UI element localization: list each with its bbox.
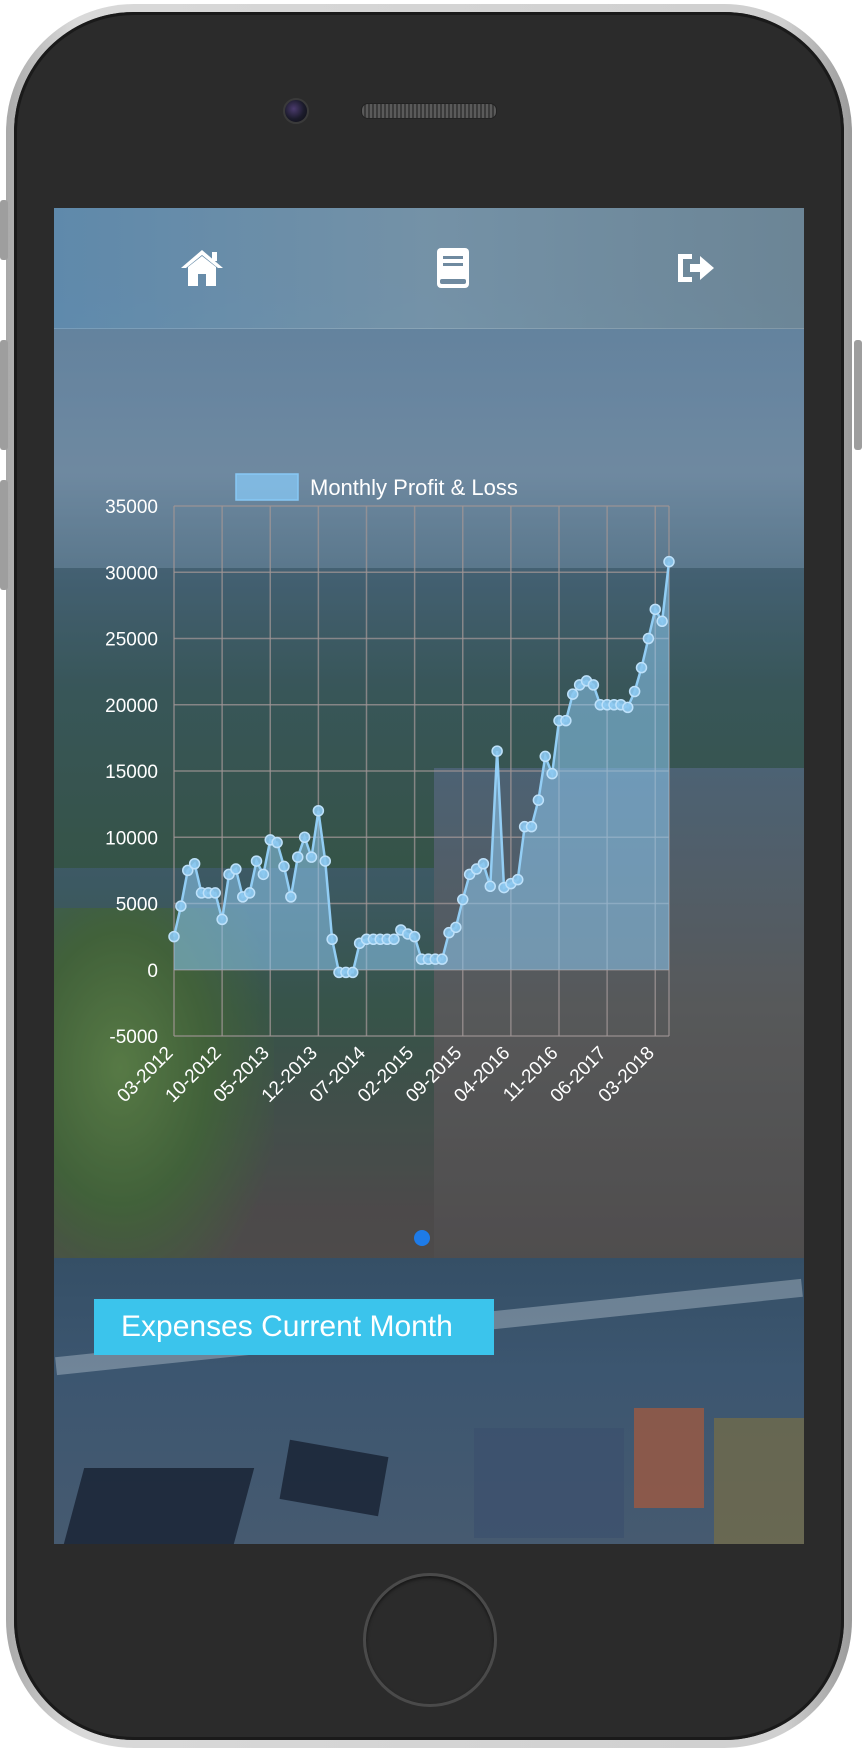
data-point [560, 714, 572, 727]
data-point [408, 930, 421, 943]
data-point [532, 794, 545, 806]
data-point [656, 615, 668, 628]
data-point [642, 632, 655, 645]
background-palm [54, 908, 274, 1308]
y-tick-label: 0 [147, 961, 158, 982]
power-button [854, 340, 862, 450]
data-point [635, 661, 648, 674]
mosaic-tile [63, 1468, 255, 1544]
data-point [450, 921, 462, 934]
data-point [512, 873, 524, 886]
data-point [175, 900, 187, 912]
data-point [285, 891, 297, 903]
data-point [278, 860, 290, 873]
y-tick-label: 5000 [116, 895, 158, 916]
data-point [484, 880, 496, 893]
data-point [243, 887, 256, 899]
data-point [292, 851, 304, 863]
mosaic-tile [279, 1439, 389, 1517]
data-point [457, 893, 469, 906]
data-point [168, 930, 180, 943]
y-tick-label: 35000 [105, 497, 158, 518]
data-point [319, 855, 331, 867]
legend-swatch [235, 473, 299, 501]
volume-up-button [0, 340, 8, 450]
data-point [257, 868, 270, 881]
dark-overlay [54, 208, 804, 1258]
y-tick-label: 25000 [105, 630, 158, 651]
data-point [271, 836, 283, 849]
data-point [388, 933, 400, 946]
data-point [298, 831, 311, 843]
data-point [188, 858, 201, 870]
data-point [587, 679, 600, 691]
data-point [649, 603, 661, 616]
y-tick-label: 30000 [105, 563, 158, 584]
book-icon[interactable] [429, 244, 477, 292]
data-point [628, 685, 641, 698]
data-point [305, 851, 318, 863]
data-point [312, 805, 325, 817]
home-icon[interactable] [178, 244, 226, 292]
y-tick-label: -5000 [109, 1027, 158, 1048]
y-tick-label: 15000 [105, 762, 158, 783]
mosaic-tile [634, 1408, 704, 1508]
data-point [622, 701, 634, 714]
data-point [250, 855, 263, 867]
series-area [174, 561, 669, 973]
mute-switch [0, 200, 8, 260]
data-point [539, 750, 551, 763]
data-point [567, 688, 579, 700]
data-point [347, 966, 359, 979]
legend-label: Monthly Profit & Loss [310, 475, 518, 500]
top-navbar [54, 208, 804, 329]
background-sky [54, 328, 804, 568]
y-tick-label: 20000 [105, 696, 158, 717]
data-point [209, 887, 221, 899]
data-point [477, 858, 490, 870]
earpiece-speaker [361, 103, 497, 119]
mosaic-tile [474, 1428, 624, 1538]
data-point [182, 864, 194, 877]
data-point [663, 555, 675, 568]
chart-svg: -5000 0 5000 10000 15000 20000 25000 30000 35000… [105, 473, 675, 1107]
data-point [326, 933, 338, 946]
data-point [436, 953, 448, 965]
profit-loss-chart: -5000 0 5000 10000 15000 20000 25000 30000 35000… [54, 328, 804, 1258]
volume-down-button [0, 480, 8, 590]
expenses-current-month-button[interactable]: Expenses Current Month [94, 1299, 494, 1355]
front-camera [283, 98, 309, 124]
data-point [230, 863, 242, 875]
data-point [216, 913, 228, 926]
data-point [491, 745, 503, 757]
home-hardware-button[interactable] [363, 1573, 497, 1707]
mosaic-tile [714, 1418, 804, 1544]
carousel-active-dot[interactable] [414, 1230, 430, 1246]
sign-out-icon[interactable] [672, 244, 720, 292]
data-point [546, 767, 558, 780]
y-tick-label: 10000 [105, 828, 158, 849]
data-point [525, 820, 538, 833]
app-screen: -5000 0 5000 10000 15000 20000 25000 30000 35000… [54, 208, 804, 1544]
